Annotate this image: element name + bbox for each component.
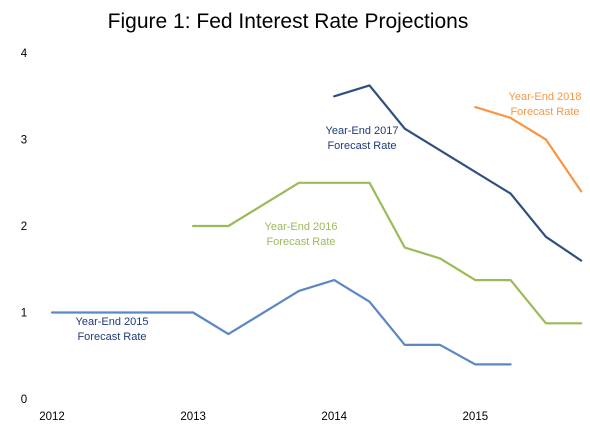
y-tick-label: 3 (21, 135, 27, 147)
y-tick-label: 0 (21, 394, 27, 406)
series-label-2: Year-End 2016 Forecast Rate (265, 221, 338, 248)
x-tick-label: 2013 (180, 411, 206, 423)
chart-title: Figure 1: Fed Interest Rate Projections (108, 10, 469, 33)
series-line-3 (333, 84, 583, 262)
series-labels: Year-End 2015 Forecast Rate Year-End 2016 F… (76, 91, 582, 343)
y-tick-label: 1 (21, 308, 27, 320)
series-label-1: Year-End 2015 Forecast Rate (76, 316, 149, 343)
series-label-3: Year-End 2017 Forecast Rate (326, 125, 399, 152)
y-axis: 0 1 2 3 4 (21, 48, 28, 406)
x-axis: 2012 2013 2014 2015 (39, 411, 488, 423)
series-label-4: Year-End 2018 Forecast Rate (509, 91, 582, 118)
series-line-4 (474, 105, 583, 193)
series-line-1 (50, 279, 512, 366)
y-tick-label: 4 (21, 48, 28, 60)
series-lines (50, 84, 583, 366)
x-tick-label: 2015 (463, 411, 489, 423)
x-tick-label: 2014 (321, 411, 347, 423)
series-line-2 (192, 181, 583, 325)
y-tick-label: 2 (21, 221, 27, 233)
x-tick-label: 2012 (39, 411, 65, 423)
